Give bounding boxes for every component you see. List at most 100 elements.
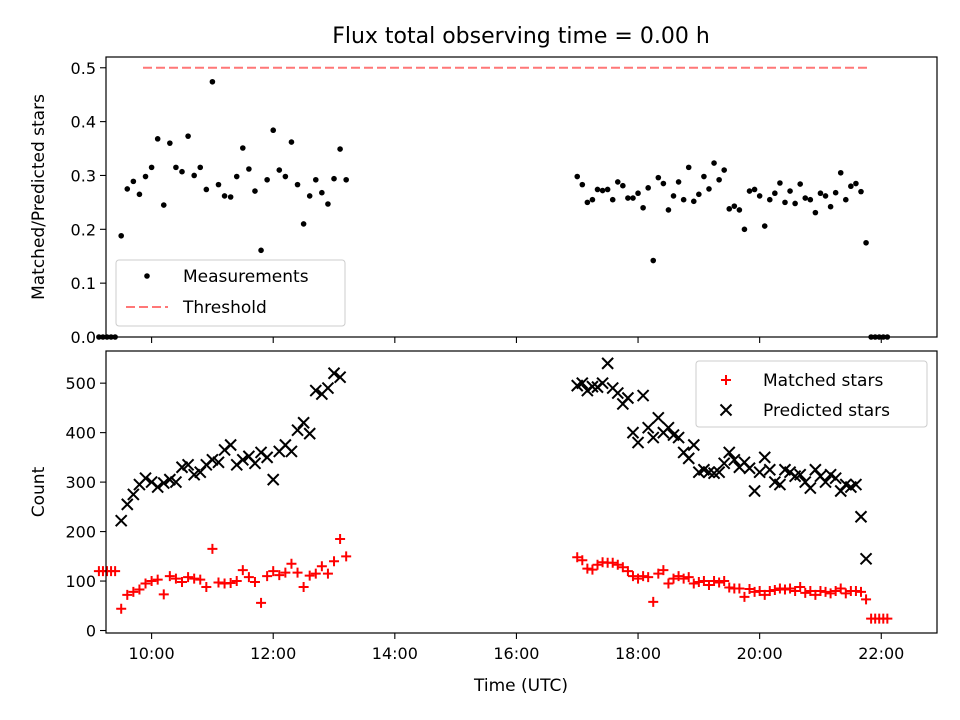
matched-point (592, 559, 603, 570)
y-tick-label: 0 (86, 622, 96, 641)
predicted-point (662, 421, 675, 434)
measurement-point (827, 203, 834, 210)
measurement-point (584, 199, 591, 206)
measurement-point (645, 185, 651, 191)
matched-point (882, 613, 893, 624)
measurement-point (227, 194, 234, 200)
predicted-point (260, 451, 274, 464)
matched-point (835, 583, 846, 594)
predicted-point (819, 475, 832, 489)
legend-box (115, 259, 346, 327)
measurement-point (853, 180, 859, 187)
matched-point (805, 585, 816, 596)
chart-title: Flux total observing time = 0.00 h (332, 24, 710, 49)
measurement-point (221, 193, 228, 199)
matched-point (140, 578, 151, 589)
measurement-point (288, 139, 295, 145)
x-tick-label: 20:00 (737, 644, 783, 663)
measurement-point (173, 164, 179, 171)
predicted-point (717, 457, 731, 470)
predicted-point (631, 436, 645, 449)
matched-point (861, 594, 872, 605)
measurement-point (167, 140, 173, 146)
legend-threshold-label: Threshold (182, 298, 267, 318)
measurement-point (782, 199, 788, 206)
measurement-point (331, 175, 337, 182)
matched-point (703, 580, 714, 591)
matched-point (170, 573, 181, 584)
predicted-point (601, 357, 614, 370)
predicted-point (611, 386, 624, 400)
measurement-point (136, 191, 143, 198)
predicted-point (712, 466, 726, 479)
y-tick-label: 0.0 (71, 328, 96, 347)
measurement-point (731, 203, 738, 209)
matched-point (627, 571, 638, 582)
matched-point (256, 597, 267, 608)
measurement-point (701, 173, 707, 180)
ratio-plot-area (96, 66, 891, 340)
measurement-point (594, 186, 601, 193)
predicted-point (321, 381, 335, 395)
matched-point (617, 562, 628, 573)
measurement-point (185, 133, 191, 139)
predicted-point (114, 514, 128, 527)
matched-point (673, 571, 684, 582)
predicted-point (652, 411, 665, 424)
matched-point (572, 552, 583, 563)
predicted-point (636, 389, 650, 402)
matched-point (274, 570, 285, 581)
count-y-ticks: 0 100 200 300 400 500 (65, 374, 106, 641)
predicted-point (297, 416, 310, 429)
matched-point (658, 565, 669, 576)
predicted-point (743, 462, 756, 475)
matched-point (840, 588, 851, 599)
predicted-point (151, 480, 164, 494)
legend-predicted-marker (719, 403, 733, 417)
matched-point (795, 581, 806, 592)
matched-point (122, 589, 133, 600)
count-plot-area (93, 357, 893, 624)
matched-point (243, 572, 254, 583)
matched-point (622, 566, 633, 577)
measurement-point (215, 181, 222, 188)
measurement-point (252, 188, 258, 194)
matched-point (663, 578, 674, 589)
matched-point (754, 585, 765, 596)
x-tick-label: 14:00 (372, 644, 418, 663)
ratio-y-axis-label: Matched/Predicted stars (29, 94, 49, 300)
matched-point (201, 581, 212, 592)
matched-point (714, 577, 725, 588)
ratio-legend: Measurements Threshold (115, 259, 346, 327)
measurement-point (306, 193, 313, 199)
measurement-point (837, 169, 844, 176)
measurement-point (635, 190, 641, 197)
predicted-point (773, 478, 787, 491)
predicted-point (309, 384, 322, 397)
measurement-point (756, 193, 763, 199)
predicted-point (641, 421, 655, 434)
measurement-point (589, 196, 596, 203)
matched-point (653, 568, 664, 579)
predicted-point (829, 471, 842, 485)
predicted-point (854, 510, 868, 523)
measurement-point (766, 196, 773, 203)
predicted-point (139, 471, 152, 485)
x-tick-label: 10:00 (129, 644, 175, 663)
matched-point (855, 586, 866, 597)
matched-point (158, 589, 169, 600)
matched-point (183, 572, 194, 583)
measurement-point (772, 190, 778, 197)
measurement-point (130, 178, 137, 185)
measurement-point (751, 186, 758, 193)
measurement-point (233, 173, 240, 180)
measurement-point (574, 173, 581, 180)
matched-point (719, 576, 730, 587)
measurement-point (270, 127, 277, 134)
matched-point (769, 584, 780, 595)
predicted-point (723, 446, 736, 459)
measurement-point (100, 334, 106, 340)
measurement-point (832, 189, 839, 196)
predicted-point (672, 431, 685, 444)
matched-point (316, 561, 327, 572)
